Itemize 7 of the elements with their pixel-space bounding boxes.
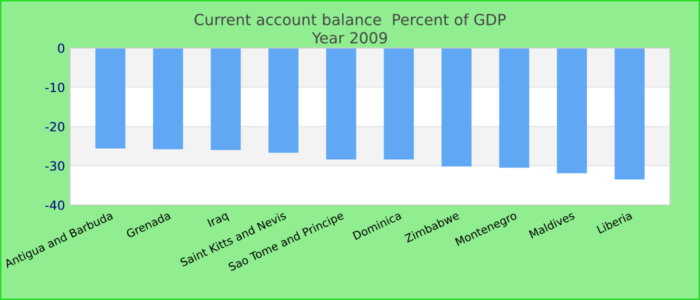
y-tick-label: -10 <box>45 82 64 92</box>
y-tick-label: 0 <box>58 43 64 53</box>
x-tick-label: Iraq <box>207 211 230 230</box>
y-tick-label: -20 <box>45 122 64 132</box>
y-tick-label: -40 <box>45 200 64 210</box>
y-tick-label: -30 <box>45 161 64 171</box>
chart-title: Current account balance Percent of GDP Year 2009 <box>194 14 506 44</box>
